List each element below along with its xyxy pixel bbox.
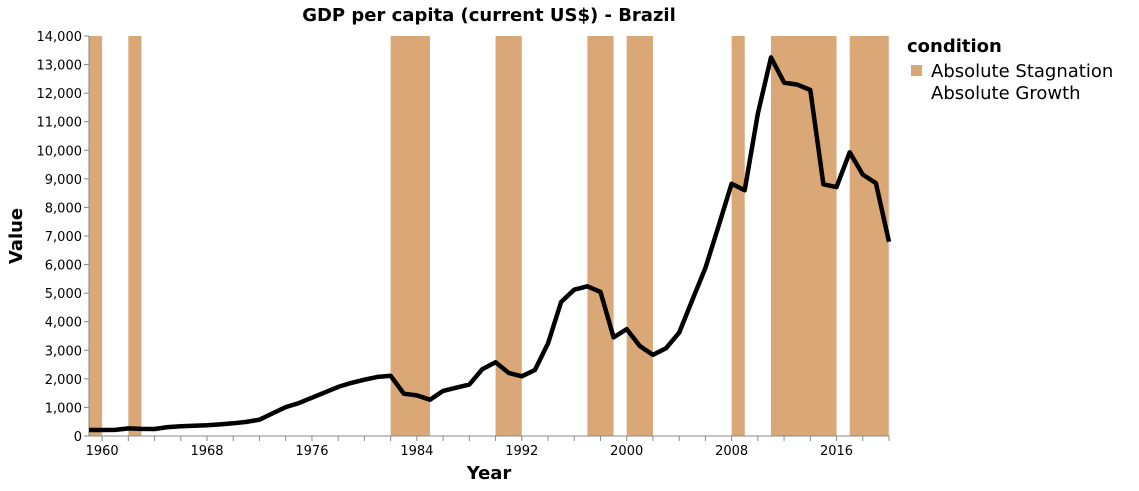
stagnation-band-5 (626, 36, 653, 436)
legend-swatch-stagnation (911, 65, 922, 76)
stagnation-band-8 (849, 36, 889, 436)
x-tick-label: 1960 (86, 444, 119, 459)
x-axis-title: Year (466, 463, 512, 484)
y-tick-label: 8,000 (45, 201, 82, 216)
x-tick-label: 1984 (400, 444, 433, 459)
legend-label-growth: Absolute Growth (931, 83, 1081, 104)
y-tick-label: 1,000 (45, 401, 82, 416)
series-group (89, 55, 892, 433)
y-tick-label: 5,000 (45, 287, 82, 302)
legend-swatch-growth (911, 87, 922, 98)
y-tick-label: 6,000 (45, 259, 82, 274)
x-tick-label: 2016 (820, 444, 853, 459)
x-tick-label: 1992 (505, 444, 538, 459)
x-tick-label: 2000 (610, 444, 643, 459)
y-tick-label: 9,000 (45, 173, 82, 188)
stagnation-bands (89, 36, 889, 436)
y-axis: 0 1,000 2,000 3,000 4,000 5,000 6,000 7,000 8,00… (37, 30, 90, 445)
x-axis: 1960 1968 1976 1984 1992 2000 2008 2016 (86, 435, 890, 459)
legend: condition Absolute Stagnation Absolute G… (907, 36, 1113, 104)
stagnation-band-6 (731, 36, 745, 436)
stagnation-band-4 (587, 36, 614, 436)
y-tick-label: 3,000 (45, 344, 82, 359)
stagnation-band-3 (495, 36, 522, 436)
y-tick-label: 14,000 (37, 30, 83, 45)
y-tick-label: 0 (74, 430, 82, 445)
stagnation-band-0 (89, 36, 103, 436)
stagnation-band-2 (390, 36, 430, 436)
y-tick-label: 13,000 (37, 59, 83, 74)
legend-title: condition (907, 36, 1002, 57)
chart-title: GDP per capita (current US$) - Brazil (302, 5, 676, 26)
x-tick-label: 2008 (715, 444, 748, 459)
x-tick-label: 1976 (295, 444, 328, 459)
y-tick-label: 2,000 (45, 373, 82, 388)
y-tick-label: 4,000 (45, 316, 82, 331)
y-tick-label: 12,000 (37, 87, 83, 102)
legend-label-stagnation: Absolute Stagnation (931, 61, 1113, 82)
x-tick-label: 1968 (190, 444, 223, 459)
y-tick-label: 10,000 (37, 144, 83, 159)
stagnation-band-7 (770, 36, 837, 436)
stagnation-band-1 (128, 36, 142, 436)
y-tick-label: 11,000 (37, 116, 83, 131)
y-axis-title: Value (6, 208, 27, 264)
y-tick-label: 7,000 (45, 230, 82, 245)
series-line-0 (89, 55, 892, 433)
